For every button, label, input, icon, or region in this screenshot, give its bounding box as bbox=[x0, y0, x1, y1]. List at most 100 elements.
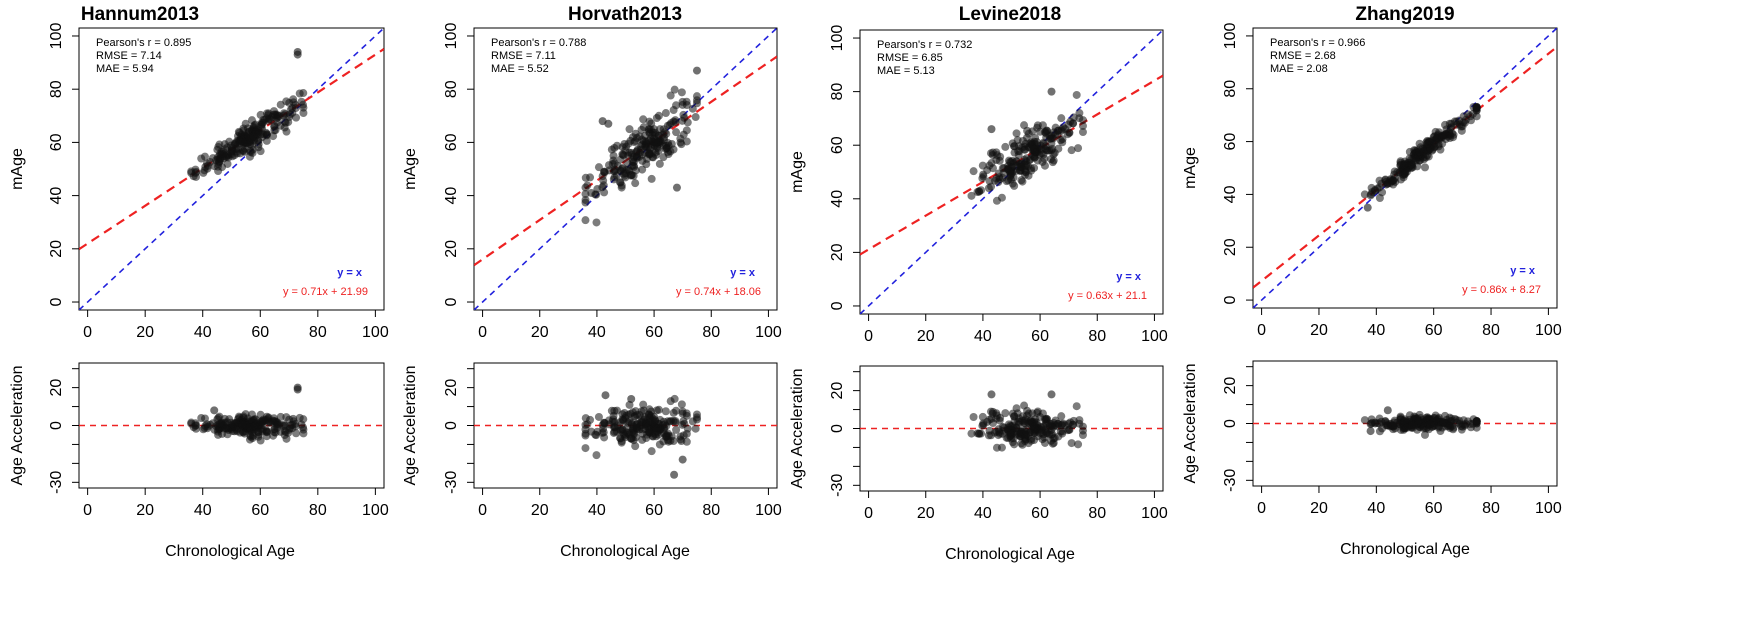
data-point bbox=[223, 159, 232, 168]
panel-title: Horvath2013 bbox=[568, 4, 682, 25]
panel-title: Zhang2019 bbox=[1355, 4, 1454, 25]
residual-point bbox=[635, 411, 644, 420]
data-point bbox=[1407, 160, 1416, 169]
residual-point bbox=[254, 428, 263, 437]
residual-point bbox=[669, 437, 678, 446]
y-tick-label: 80 bbox=[1222, 80, 1239, 98]
data-point bbox=[238, 136, 247, 145]
data-point bbox=[647, 174, 656, 183]
residual-point bbox=[1383, 406, 1392, 415]
x-tick-label: 40 bbox=[974, 505, 992, 522]
residual-point bbox=[238, 420, 247, 429]
data-point bbox=[298, 100, 307, 109]
identity-line bbox=[474, 28, 777, 310]
data-point bbox=[1069, 113, 1078, 122]
residual-point bbox=[967, 429, 976, 438]
fit-label: y = 0.71x + 21.99 bbox=[283, 286, 368, 298]
residual-point bbox=[210, 406, 219, 415]
y-tick-label: 20 bbox=[829, 243, 846, 261]
data-point bbox=[1020, 121, 1029, 130]
residual-point bbox=[644, 427, 653, 436]
data-point bbox=[677, 88, 686, 97]
data-point bbox=[1047, 87, 1056, 96]
data-point bbox=[621, 173, 630, 182]
top-points bbox=[581, 66, 701, 227]
data-point bbox=[1415, 139, 1424, 148]
data-point bbox=[246, 148, 255, 157]
x-tick-label: 20 bbox=[1310, 322, 1328, 339]
data-point bbox=[661, 109, 670, 118]
data-point bbox=[985, 161, 994, 170]
residual-point bbox=[979, 420, 988, 429]
residual-point bbox=[1053, 419, 1062, 428]
x-tick-label: 100 bbox=[362, 502, 389, 519]
data-point bbox=[293, 50, 302, 59]
residual-point bbox=[1366, 427, 1375, 436]
residual-point bbox=[298, 423, 307, 432]
residual-point bbox=[1020, 416, 1029, 425]
identity-line bbox=[1253, 28, 1557, 308]
data-point bbox=[1058, 135, 1067, 144]
data-point bbox=[1068, 119, 1077, 128]
residual-point bbox=[592, 451, 601, 460]
residual-point bbox=[1058, 427, 1067, 436]
residual-point bbox=[1037, 428, 1046, 437]
residual-point bbox=[1388, 421, 1397, 430]
data-point bbox=[276, 100, 285, 109]
residual-point bbox=[1039, 422, 1048, 431]
identity-label: y = x bbox=[337, 267, 363, 279]
data-point bbox=[692, 66, 701, 75]
y-tick-label: 0 bbox=[829, 301, 846, 310]
data-point bbox=[1378, 188, 1387, 197]
x-tick-label: 100 bbox=[1535, 322, 1562, 339]
data-point bbox=[1458, 122, 1467, 131]
data-point bbox=[609, 175, 618, 184]
residual-point bbox=[997, 443, 1006, 452]
data-point bbox=[1033, 121, 1042, 130]
data-point bbox=[617, 165, 626, 174]
residual-point bbox=[1074, 440, 1083, 449]
y-tick-label: 20 bbox=[48, 240, 65, 258]
data-point bbox=[617, 181, 626, 190]
data-point bbox=[975, 187, 984, 196]
residual-point bbox=[273, 420, 282, 429]
data-point bbox=[688, 104, 697, 113]
data-point bbox=[1038, 157, 1047, 166]
residual-point bbox=[1021, 431, 1030, 440]
residual-point bbox=[655, 440, 664, 449]
data-point bbox=[679, 110, 688, 119]
residual-point bbox=[1430, 413, 1439, 422]
residual-point bbox=[282, 413, 291, 422]
x-tick-label: 20 bbox=[917, 505, 935, 522]
x-tick-label: 80 bbox=[1088, 328, 1106, 345]
x-tick-label: 60 bbox=[251, 502, 269, 519]
x-tick-label: 20 bbox=[917, 328, 935, 345]
data-point bbox=[1388, 176, 1397, 185]
data-point bbox=[624, 139, 633, 148]
data-point bbox=[598, 183, 607, 192]
residual-point bbox=[1004, 423, 1013, 432]
x-tick-label: 20 bbox=[1310, 500, 1328, 517]
residual-point bbox=[1415, 410, 1424, 419]
residual-point bbox=[1420, 430, 1429, 439]
x-axis-label: Chronological Age bbox=[165, 543, 295, 560]
residual-point bbox=[1047, 390, 1056, 399]
x-axis-label: Chronological Age bbox=[560, 543, 690, 560]
residual-point bbox=[594, 412, 603, 421]
residual-point bbox=[647, 447, 656, 456]
data-point bbox=[1472, 103, 1481, 112]
residual-point bbox=[581, 444, 590, 453]
residual-point bbox=[601, 391, 610, 400]
x-tick-label: 80 bbox=[702, 324, 720, 341]
residual-points bbox=[581, 391, 701, 479]
data-point bbox=[604, 119, 613, 128]
data-point bbox=[1075, 109, 1084, 118]
residual-point bbox=[624, 410, 633, 419]
residual-point bbox=[670, 394, 679, 403]
data-point bbox=[683, 118, 692, 127]
stat-label: Pearson's r = 0.732 bbox=[877, 39, 972, 51]
residual-point bbox=[1405, 411, 1414, 420]
x-tick-label: 40 bbox=[194, 324, 212, 341]
x-tick-label: 80 bbox=[309, 324, 327, 341]
x-tick-label: 100 bbox=[755, 502, 782, 519]
